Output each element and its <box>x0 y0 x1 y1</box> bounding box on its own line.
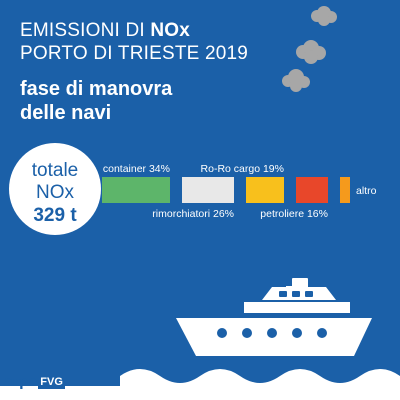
subtitle-line2: delle navi <box>20 102 112 124</box>
bar-label-petroliere: petroliere 16% <box>260 208 328 220</box>
total-value: 329 t <box>33 205 77 226</box>
arpa-fvg-logo: arpa FVG <box>4 371 65 393</box>
ship-windows <box>217 291 327 338</box>
bar-label-altro: altro <box>356 185 377 197</box>
cloud-icon <box>296 40 326 64</box>
cloud-icon <box>311 6 337 26</box>
bar-label-rimorchiatori: rimorchiatori 26% <box>152 208 234 220</box>
total-label-line1: totale <box>32 160 78 181</box>
title-pollutant: NOx <box>150 20 191 41</box>
waves-base <box>0 386 400 400</box>
logo-fvg: FVG <box>38 375 65 389</box>
bar-petroliere <box>296 177 328 203</box>
bar-container <box>102 177 170 203</box>
total-circle <box>9 143 101 235</box>
bar-altro <box>340 177 350 203</box>
bars <box>102 177 350 203</box>
logo-arpa: arpa <box>4 374 38 390</box>
cloud-icon <box>282 69 310 92</box>
total-label-line2: NOx <box>36 182 75 203</box>
bar-label-container: container 34% <box>103 163 170 175</box>
title-prefix: EMISSIONI DI <box>20 20 151 41</box>
page-title-line2: PORTO DI TRIESTE 2019 <box>20 43 249 64</box>
bar-roro-cargo <box>246 177 284 203</box>
ship-icon <box>176 278 372 356</box>
bar-label-roro-cargo: Ro-Ro cargo 19% <box>201 163 284 175</box>
bar-labels: container 34% rimorchiatori 26% Ro-Ro carg… <box>103 163 377 220</box>
smoke-clouds <box>282 6 337 92</box>
subtitle-line1: fase di manovra <box>20 78 173 100</box>
bar-rimorchiatori <box>182 177 234 203</box>
page-title: EMISSIONI DI NOx <box>20 20 190 42</box>
